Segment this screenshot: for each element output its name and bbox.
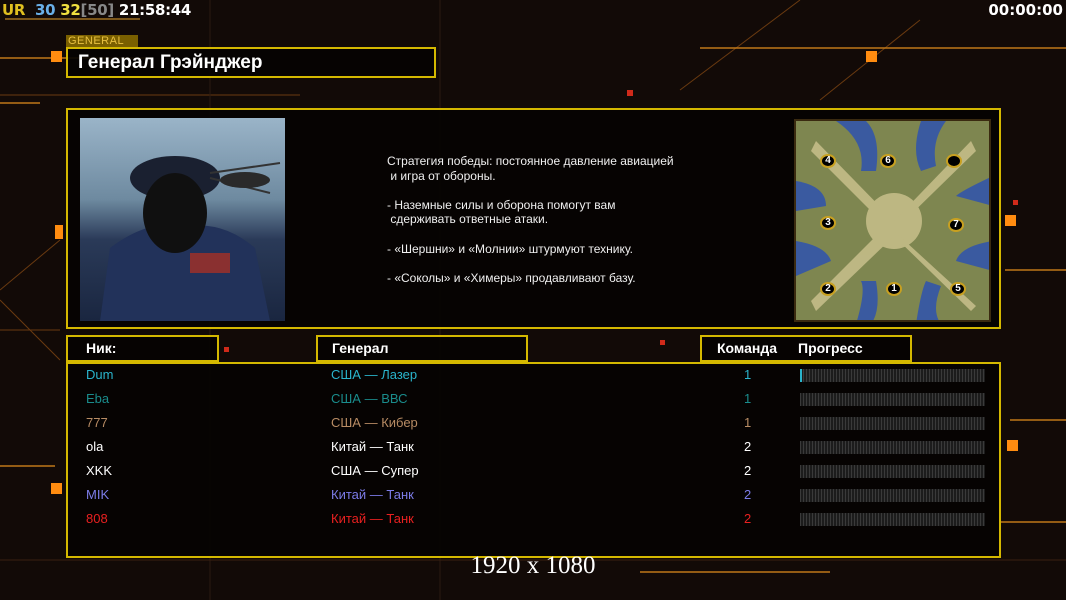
stat-b: 32 [60, 1, 81, 19]
player-team: 2 [744, 511, 752, 526]
start-position-3: 3 [820, 216, 836, 230]
player-team: 2 [744, 463, 752, 478]
progress-bar [800, 465, 985, 478]
player-general: Китай — Танк [331, 439, 414, 454]
player-nick: 808 [86, 511, 108, 526]
player-row: Dum США — Лазер 1 [68, 365, 999, 389]
start-position-4: 4 [820, 154, 836, 168]
player-general: Китай — Танк [331, 487, 414, 502]
player-team: 2 [744, 439, 752, 454]
player-nick: ola [86, 439, 104, 454]
progress-bar [800, 417, 985, 430]
resolution-label: 1920 x 1080 [470, 552, 596, 579]
start-position-6: 6 [880, 154, 896, 168]
player-nick: 777 [86, 415, 108, 430]
start-position-5: 5 [950, 282, 966, 296]
player-row: 808 Китай — Танк 2 [68, 509, 999, 533]
players-list: Dum США — Лазер 1 Eba США — ВВС 1 777 СШ… [66, 362, 1001, 558]
general-name: Генерал Грэйнджер [66, 47, 436, 78]
start-position-7: 7 [948, 218, 964, 232]
player-row: MIK Китай — Танк 2 [68, 485, 999, 509]
player-row: Eba США — ВВС 1 [68, 389, 999, 413]
header-nick: Ник: [66, 335, 219, 362]
player-team: 2 [744, 487, 752, 502]
progress-bar [800, 369, 985, 382]
player-nick: XKK [86, 463, 113, 478]
stat-a: 30 [35, 1, 56, 19]
map-preview[interactable]: 4 6 3 7 2 1 5 [794, 119, 991, 322]
player-general: США — Супер [331, 463, 419, 478]
clock: 21:58:44 [118, 1, 192, 19]
player-team: 1 [744, 391, 752, 406]
ur-label: UR [2, 1, 26, 19]
player-nick: Eba [86, 391, 110, 406]
player-row: XKK США — Супер 2 [68, 461, 999, 485]
progress-fill [800, 369, 802, 382]
general-tag: GENERAL [66, 35, 138, 48]
player-nick: MIK [86, 487, 110, 502]
player-general: Китай — Танк [331, 511, 414, 526]
player-team: 1 [744, 367, 752, 382]
player-general: США — Кибер [331, 415, 418, 430]
progress-bar [800, 393, 985, 406]
player-general: США — ВВС [331, 391, 408, 406]
player-row: ola Китай — Танк 2 [68, 437, 999, 461]
progress-bar [800, 441, 985, 454]
general-portrait [80, 118, 285, 321]
strategy-briefing: Стратегия победы: постоянное давление ав… [387, 154, 674, 285]
player-team: 1 [744, 415, 752, 430]
general-info-panel: Стратегия победы: постоянное давление ав… [66, 108, 1001, 329]
header-team: Команда [717, 340, 777, 356]
player-general: США — Лазер [331, 367, 418, 382]
progress-bar [800, 489, 985, 502]
header-team-progress: Команда Прогресс [700, 335, 912, 362]
progress-bar [800, 513, 985, 526]
start-position-1: 1 [886, 282, 902, 296]
header-progress: Прогресс [798, 340, 863, 356]
player-nick: Dum [86, 367, 114, 382]
start-position-empty [946, 154, 962, 168]
header-general: Генерал [316, 335, 528, 362]
stat-c: [50] [80, 1, 115, 19]
pilot-portrait-icon [100, 156, 281, 321]
start-position-2: 2 [820, 282, 836, 296]
player-row: 777 США — Кибер 1 [68, 413, 999, 437]
player-status: UR 30 32[50] 21:58:44 [2, 1, 191, 19]
game-timer: 00:00:00 [988, 1, 1063, 19]
